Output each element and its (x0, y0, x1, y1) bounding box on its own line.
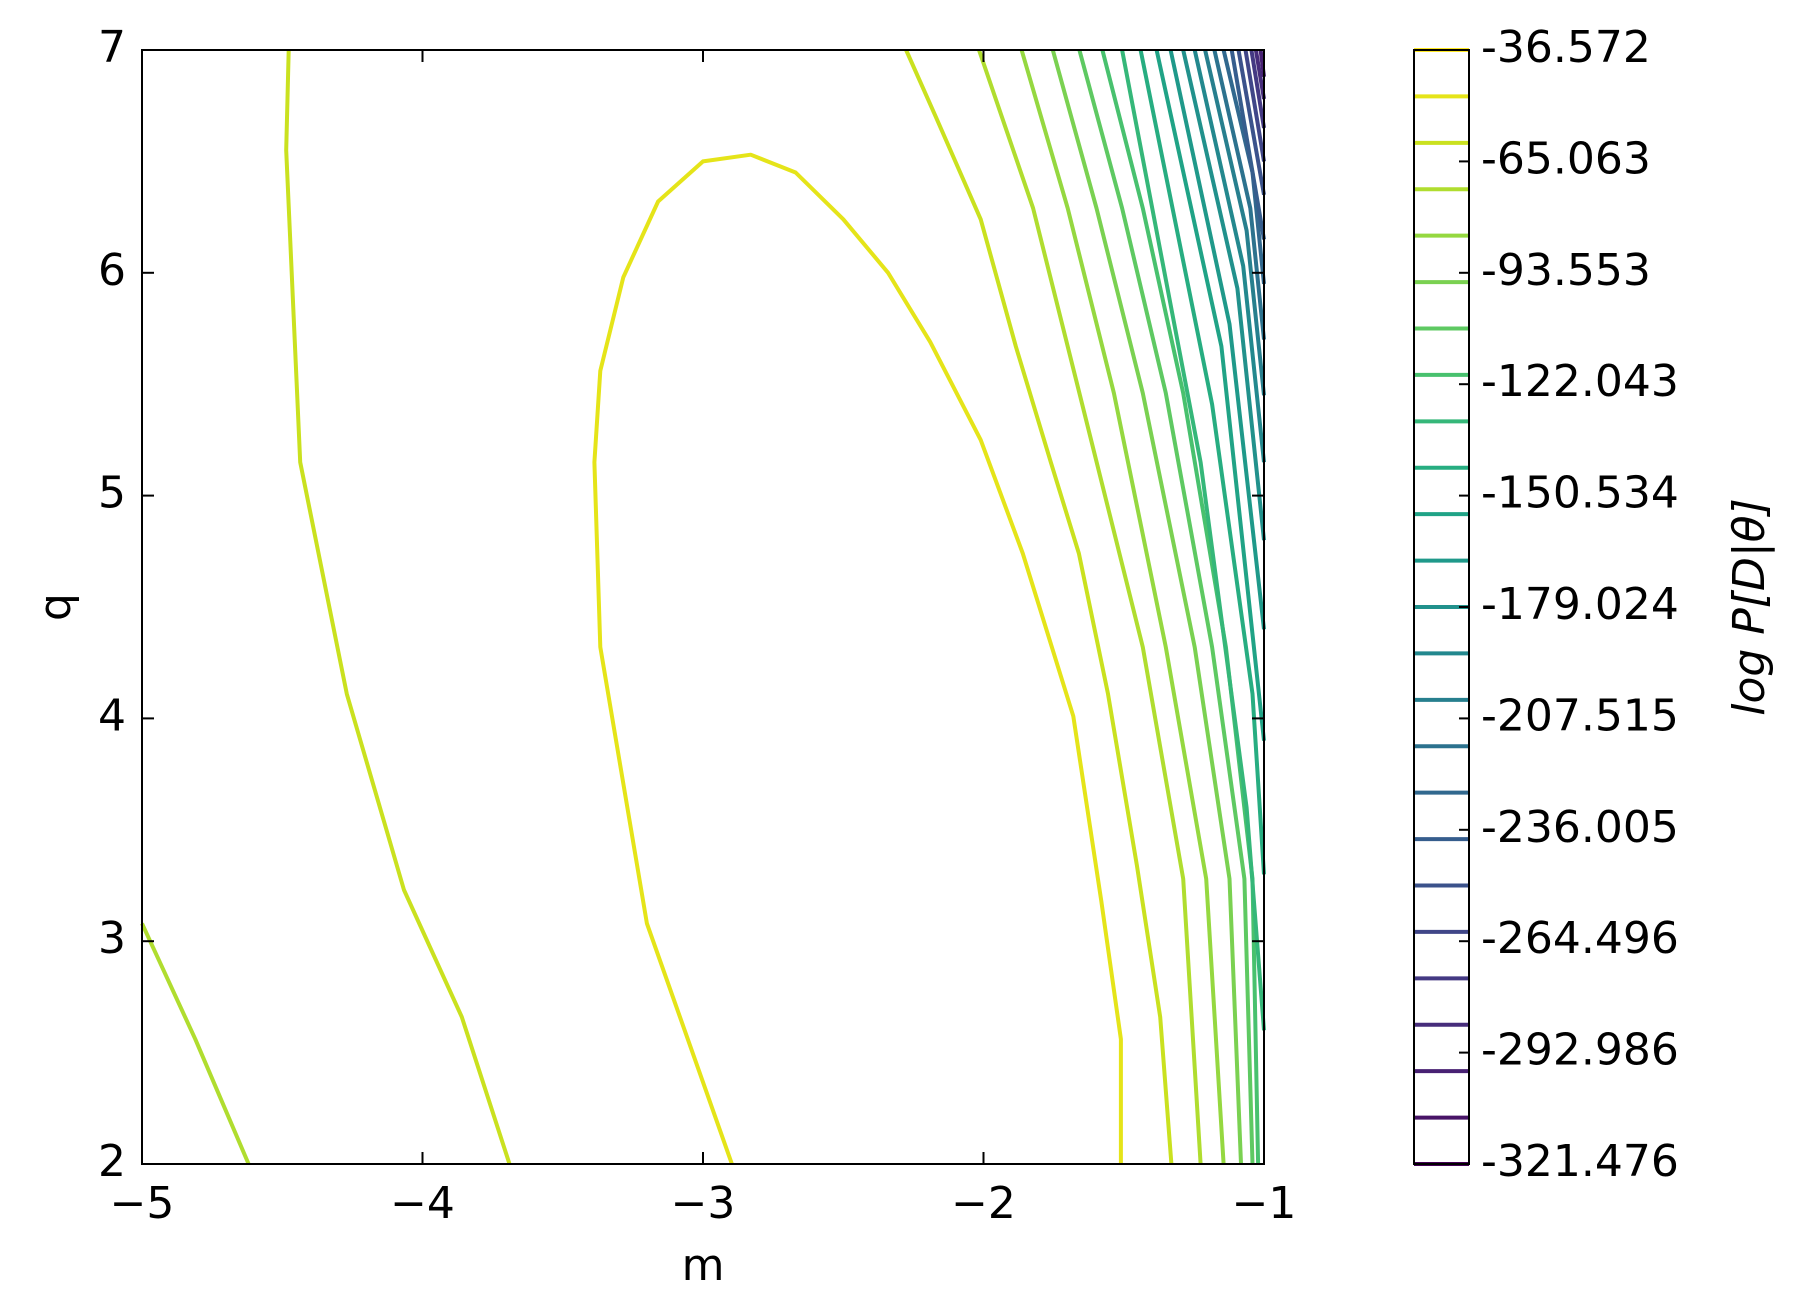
colorbar-tick-label: -321.476 (1481, 1136, 1679, 1187)
contour-line (1100, 49, 1261, 1165)
contour-line (1181, 49, 1266, 541)
colorbar-tick-label: -236.005 (1481, 802, 1679, 853)
x-axis-label: m (682, 1240, 725, 1291)
contour-line (284, 49, 512, 1165)
x-tick-label: −2 (951, 1178, 1016, 1229)
contour-line (1050, 49, 1243, 1165)
contour-line (1077, 49, 1255, 1165)
colorbar-tick-label: -207.515 (1481, 690, 1679, 741)
x-tick-label: −4 (390, 1178, 455, 1229)
colorbar-tick-label: -292.986 (1481, 1025, 1679, 1076)
contour-line (1168, 49, 1266, 630)
contour-line (977, 49, 1203, 1165)
colorbar-tick-label: -122.043 (1481, 356, 1679, 407)
x-tick-label: −5 (110, 1178, 175, 1229)
contour-line (1243, 49, 1266, 162)
x-tick-label: −1 (1232, 1178, 1297, 1229)
colorbar-tick-label: -36.572 (1481, 22, 1651, 73)
colorbar-tick-label: -93.553 (1481, 245, 1651, 296)
contour-line (592, 152, 1123, 1165)
contour-line (1192, 49, 1266, 463)
y-tick-label: 3 (98, 913, 126, 964)
colorbar-tick-label: -150.534 (1481, 468, 1679, 519)
contour-line (1253, 49, 1266, 100)
colorbar-label: log P[D|θ] (1724, 498, 1775, 716)
y-tick-label: 6 (98, 245, 126, 296)
colorbar-tick-label: -179.024 (1481, 579, 1679, 630)
contour-line (1120, 49, 1266, 1031)
contour-line (1019, 49, 1226, 1165)
contour-line (1236, 49, 1266, 196)
contour-line (1249, 49, 1266, 129)
y-tick-label: 7 (98, 22, 126, 73)
contour-line (1229, 49, 1266, 240)
contour-line (1154, 49, 1266, 741)
x-tick-label: −3 (671, 1178, 736, 1229)
contour-line (1203, 49, 1266, 396)
contour-line (1212, 49, 1266, 340)
contour-line (904, 49, 1174, 1165)
y-tick-label: 5 (98, 468, 126, 519)
y-axis-label: q (30, 593, 81, 621)
y-tick-label: 2 (98, 1136, 126, 1187)
contour-line (1138, 49, 1266, 875)
contour-line (140, 922, 251, 1165)
plot-frame (141, 49, 1265, 1165)
y-tick-label: 4 (98, 690, 126, 741)
colorbar-tick-label: -65.063 (1481, 133, 1651, 184)
colorbar-tick-label: -264.496 (1481, 913, 1679, 964)
